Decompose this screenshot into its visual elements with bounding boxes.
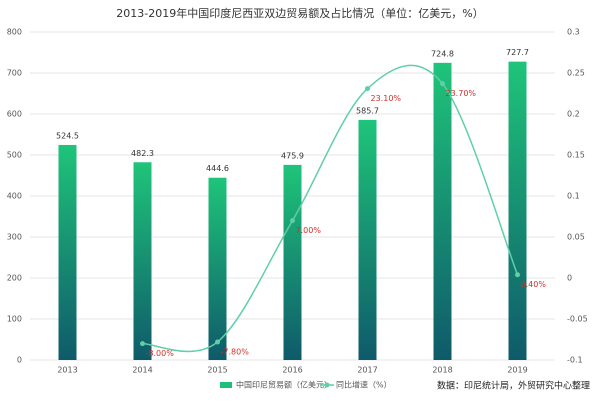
x-tick-label: 2013 [57,366,77,375]
bar-value-label: 444.6 [206,164,229,173]
bar-value-label: 724.8 [431,49,454,58]
y2-tick-label: 0.2 [567,110,580,119]
y2-tick-label: 0.3 [567,28,580,37]
bar-value-label: 475.9 [281,151,304,160]
growth-line [142,64,519,353]
line-point [440,81,445,87]
x-tick-label: 2017 [357,366,377,375]
legend-swatch [220,382,232,388]
x-tick-label: 2015 [207,366,227,375]
line-point [365,86,370,92]
line-point [515,272,520,278]
y2-tick-label: -0.1 [567,356,583,365]
y2-tick-label: 0.15 [567,151,585,160]
y2-tick-label: 0.25 [567,69,585,78]
bar [58,144,77,360]
line-value-label: -8.00% [146,349,175,358]
bar [283,164,302,360]
line-point [215,339,220,345]
bar-value-label: 524.5 [56,131,79,140]
x-tick-label: 2018 [432,366,452,375]
bar [433,62,452,360]
y-tick-label: 200 [7,274,22,283]
bar [358,119,377,360]
line-value-label: -7.80% [221,347,250,356]
legend-swatch [324,382,330,388]
x-tick-label: 2019 [507,366,527,375]
bar-value-label: 585.7 [356,106,379,115]
y2-tick-label: 0.05 [567,233,585,242]
y-tick-label: 400 [7,192,22,201]
line-value-label: 23.10% [371,94,402,103]
legend-label: 中国印尼贸易额（亿美元） [236,380,332,390]
bar [508,61,527,360]
y-tick-label: 300 [7,233,22,242]
y2-tick-label: -0.05 [567,315,588,324]
legend-label: 同比增速（%） [336,380,392,390]
bar [133,162,152,360]
chart-title: 2013-2019年中国印度尼西亚双边贸易额及占比情况（单位：亿美元，%） [116,6,483,20]
bar-value-label: 482.3 [131,149,154,158]
line-point [290,218,295,224]
x-tick-label: 2014 [132,366,152,375]
y-tick-label: 0 [17,356,22,365]
y-tick-label: 800 [7,28,22,37]
y2-tick-label: 0 [567,274,572,283]
y-tick-label: 700 [7,69,22,78]
y-tick-label: 600 [7,110,22,119]
line-value-label: 0.40% [521,280,547,289]
y2-tick-label: 0.1 [567,192,580,201]
bar [208,177,227,360]
y-tick-label: 100 [7,315,22,324]
line-value-label: 7.00% [296,226,322,235]
x-tick-label: 2016 [282,366,302,375]
y-tick-label: 500 [7,151,22,160]
line-point [140,341,145,347]
bar-value-label: 727.7 [506,48,529,57]
line-value-label: 23.70% [446,89,477,98]
source-note: 数据：印尼统计局，外贸研究中心整理 [437,380,590,392]
